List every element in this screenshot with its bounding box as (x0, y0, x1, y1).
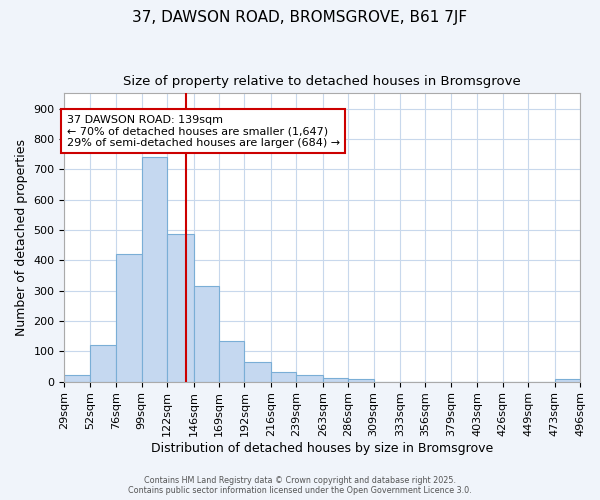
Text: 37 DAWSON ROAD: 139sqm
← 70% of detached houses are smaller (1,647)
29% of semi-: 37 DAWSON ROAD: 139sqm ← 70% of detached… (67, 114, 340, 148)
Text: Contains HM Land Registry data © Crown copyright and database right 2025.
Contai: Contains HM Land Registry data © Crown c… (128, 476, 472, 495)
Y-axis label: Number of detached properties: Number of detached properties (15, 139, 28, 336)
Title: Size of property relative to detached houses in Bromsgrove: Size of property relative to detached ho… (124, 75, 521, 88)
Bar (194, 286, 219, 382)
Bar (296, 375, 323, 382)
Text: 37, DAWSON ROAD, BROMSGROVE, B61 7JF: 37, DAWSON ROAD, BROMSGROVE, B61 7JF (133, 10, 467, 25)
X-axis label: Distribution of detached houses by size in Bromsgrove: Distribution of detached houses by size … (151, 442, 493, 455)
Bar (271, 372, 296, 382)
Bar (219, 341, 244, 382)
Bar (116, 254, 142, 382)
Bar (554, 379, 580, 382)
Bar (167, 234, 194, 382)
Bar (142, 157, 167, 382)
Bar (244, 362, 271, 382)
Bar (64, 375, 90, 382)
Bar (348, 379, 374, 382)
Bar (323, 378, 348, 382)
Bar (90, 344, 116, 382)
